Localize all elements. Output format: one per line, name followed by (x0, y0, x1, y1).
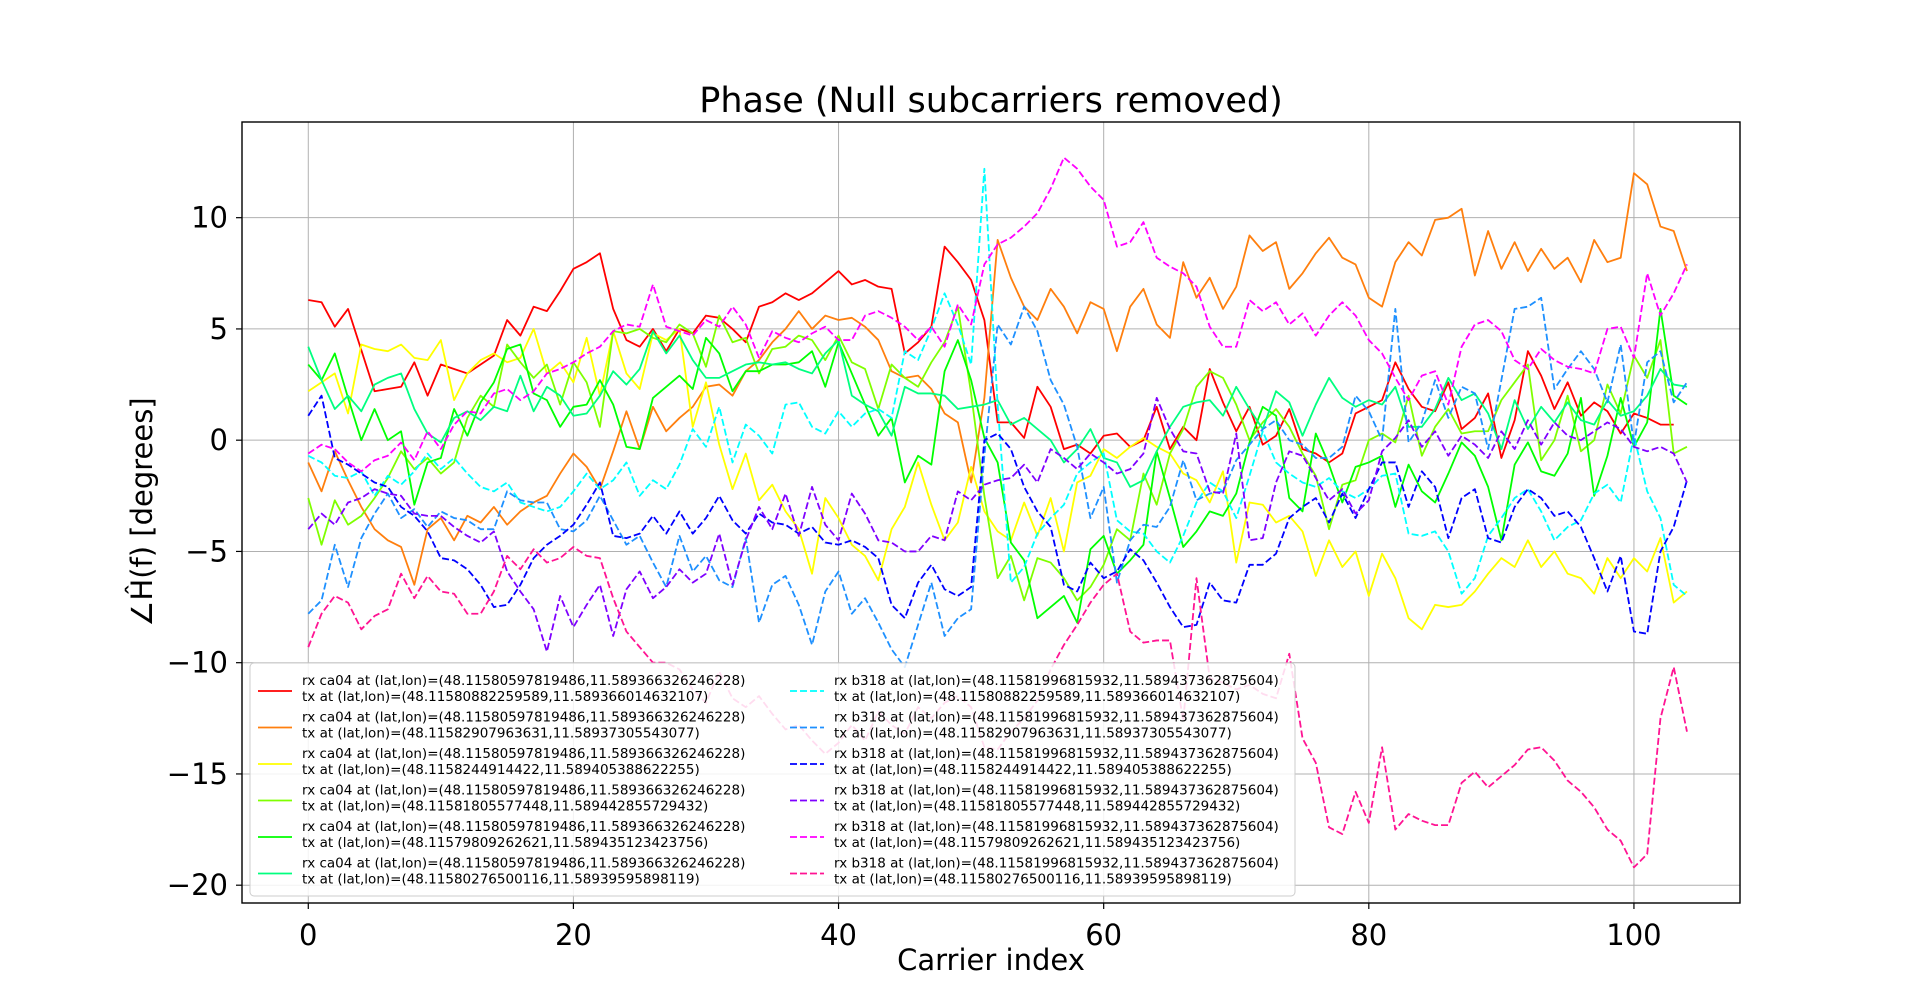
y-tick-label: −20 (167, 868, 228, 902)
y-tick-label: 0 (210, 423, 228, 457)
legend-entry-12-line-1: rx b318 at (lat,lon)=(48.11581996815932,… (834, 856, 1279, 872)
y-tick-label: −5 (185, 534, 228, 568)
plot-area-frame (241, 121, 1741, 904)
legend-entry-12-line-2: tx at (lat,lon)=(48.11580276500116,11.58… (834, 872, 1232, 888)
legend-entry-4-line-2: tx at (lat,lon)=(48.11581805577448,11.58… (302, 799, 708, 815)
y-axis-label: ∠Ĥ(f) [degrees] (125, 397, 159, 626)
legend-entry-2-line-2: tx at (lat,lon)=(48.11582907963631,11.58… (302, 726, 700, 742)
legend-entry-11-line-1: rx b318 at (lat,lon)=(48.11581996815932,… (834, 819, 1279, 835)
legend-entry-7-line-2: tx at (lat,lon)=(48.11580882259589,11.58… (834, 689, 1240, 705)
y-tick-label: −10 (167, 646, 228, 680)
x-tick-label: 20 (555, 918, 592, 952)
series-line-9 (307, 394, 1688, 635)
legend-entry-8-line-1: rx b318 at (lat,lon)=(48.11581996815932,… (834, 710, 1279, 726)
y-tick-label: 10 (191, 201, 228, 235)
legend-entry-2-line-1: rx ca04 at (lat,lon)=(48.11580597819486,… (302, 710, 745, 726)
legend-entry-3-line-1: rx ca04 at (lat,lon)=(48.11580597819486,… (302, 746, 745, 762)
x-axis-label: Carrier index (897, 943, 1085, 977)
legend-entry-8-line-2: tx at (lat,lon)=(48.11582907963631,11.58… (834, 726, 1232, 742)
legend-entry-9-line-2: tx at (lat,lon)=(48.1158244914422,11.589… (834, 762, 1232, 778)
series-line-4 (307, 305, 1688, 602)
series-line-11 (307, 156, 1688, 473)
legend-entry-7-line-1: rx b318 at (lat,lon)=(48.11581996815932,… (834, 673, 1279, 689)
y-tick-label: −15 (167, 757, 228, 791)
x-tick-label: 80 (1350, 918, 1387, 952)
legend-entry-11-line-2: tx at (lat,lon)=(48.11579809262621,11.58… (834, 835, 1240, 851)
legend-entry-1-line-1: rx ca04 at (lat,lon)=(48.11580597819486,… (302, 673, 745, 689)
axis-ticks: 0 20 40 60 80 100 10 5 0 −5 −10 −15 −20 (167, 201, 1662, 952)
x-tick-label: 100 (1606, 918, 1661, 952)
chart-title: Phase (Null subcarriers removed) (699, 81, 1283, 121)
legend-box (249, 662, 1296, 897)
legend: rx ca04 at (lat,lon)=(48.11580597819486,… (249, 662, 1296, 897)
series-line-2 (307, 172, 1688, 586)
legend-entry-5-line-1: rx ca04 at (lat,lon)=(48.11580597819486,… (302, 819, 745, 835)
legend-entry-9-line-1: rx b318 at (lat,lon)=(48.11581996815932,… (834, 746, 1279, 762)
legend-entry-4-line-1: rx ca04 at (lat,lon)=(48.11580597819486,… (302, 783, 745, 799)
series-line-10 (307, 397, 1688, 653)
series-line-8 (307, 296, 1688, 669)
legend-entry-6-line-1: rx ca04 at (lat,lon)=(48.11580597819486,… (302, 856, 745, 872)
x-tick-label: 60 (1085, 918, 1122, 952)
legend-entry-6-line-2: tx at (lat,lon)=(48.11580276500116,11.58… (302, 872, 700, 888)
legend-entry-5-line-2: tx at (lat,lon)=(48.11579809262621,11.58… (302, 835, 708, 851)
series-line-1 (308, 245, 1674, 464)
legend-entry-10-line-1: rx b318 at (lat,lon)=(48.11581996815932,… (834, 783, 1279, 799)
series-line-7 (307, 167, 1688, 597)
series-lines (307, 156, 1688, 869)
x-tick-label: 40 (820, 918, 857, 952)
series-line-5 (307, 308, 1688, 624)
legend-entry-1-line-2: tx at (lat,lon)=(48.11580882259589,11.58… (302, 689, 708, 705)
y-tick-label: 5 (210, 312, 228, 346)
x-tick-label: 0 (299, 918, 317, 952)
series-line-3 (307, 328, 1688, 631)
legend-entry-3-line-2: tx at (lat,lon)=(48.1158244914422,11.589… (302, 762, 700, 778)
legend-entry-10-line-2: tx at (lat,lon)=(48.11581805577448,11.58… (834, 799, 1240, 815)
